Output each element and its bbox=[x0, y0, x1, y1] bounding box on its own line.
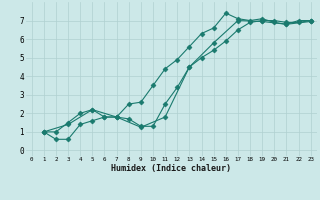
X-axis label: Humidex (Indice chaleur): Humidex (Indice chaleur) bbox=[111, 164, 231, 173]
